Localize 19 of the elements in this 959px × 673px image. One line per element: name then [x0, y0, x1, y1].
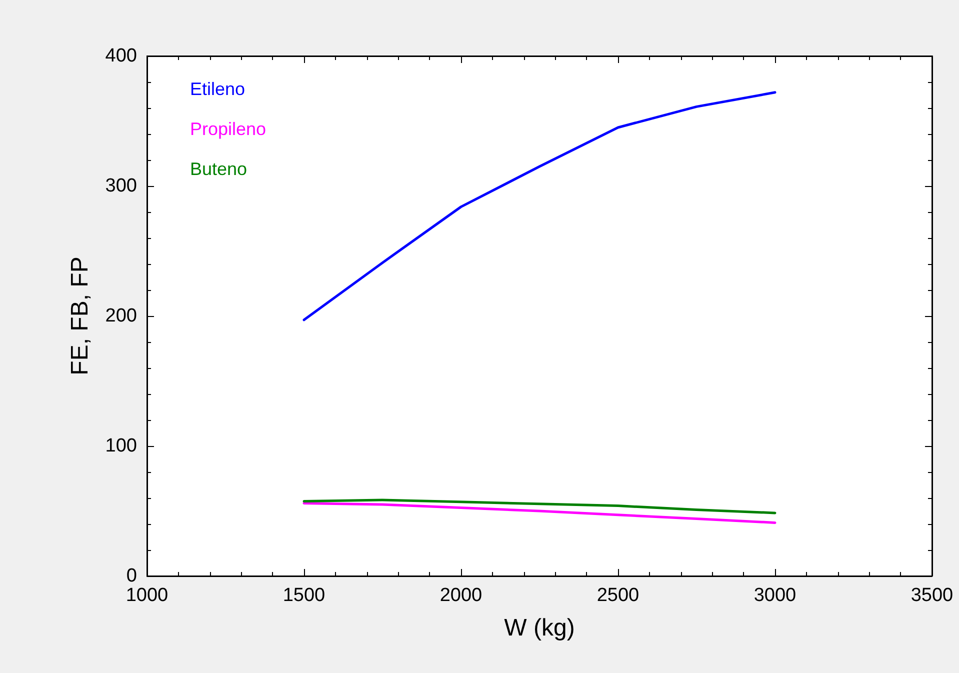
- y-tick-label: 0: [126, 566, 137, 586]
- y-tick-label: 100: [105, 436, 137, 456]
- text: Buteno: [190, 159, 248, 179]
- y-tick-label: 200: [105, 306, 137, 326]
- y-axis-title: FE, FB, FP: [66, 256, 94, 376]
- x-tick-label: 1000: [126, 585, 168, 606]
- line-series: [302, 498, 776, 514]
- line-series: [302, 502, 776, 524]
- x-tick-label: 3500: [910, 585, 954, 606]
- text: Propileno: [190, 119, 266, 139]
- x-tick-label: 1500: [282, 585, 326, 606]
- x-tick-label: 2500: [596, 585, 640, 606]
- y-tick-label: 300: [105, 176, 137, 196]
- text: Etileno: [190, 79, 246, 99]
- y-tick-label: 400: [105, 46, 137, 66]
- line-series: [302, 91, 776, 322]
- x-tick-label: 2000: [440, 585, 482, 606]
- x-axis-title: W (kg): [504, 614, 575, 642]
- x-tick-label: 3000: [754, 585, 796, 606]
